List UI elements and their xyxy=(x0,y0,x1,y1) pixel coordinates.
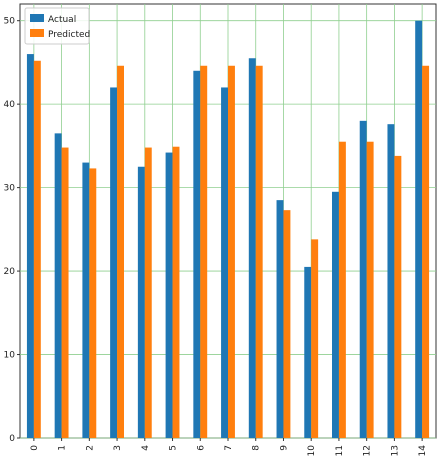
bar-predicted-13 xyxy=(394,155,402,438)
bar-actual-11 xyxy=(332,191,339,438)
legend: Actual Predicted xyxy=(24,7,90,45)
x-tick-label: 5 xyxy=(169,445,179,451)
x-tick-label: 0 xyxy=(30,445,40,451)
x-tick-label: 14 xyxy=(418,445,428,457)
bar-predicted-2 xyxy=(89,168,97,438)
bar-actual-4 xyxy=(137,166,145,438)
bar-actual-7 xyxy=(221,87,228,438)
y-tick-label: 10 xyxy=(4,351,16,361)
bar-actual-10 xyxy=(304,266,312,438)
bar-predicted-0 xyxy=(33,60,41,438)
x-tick-label: 9 xyxy=(279,445,289,451)
legend-label-predicted: Predicted xyxy=(48,30,90,40)
bar-actual-9 xyxy=(276,200,284,438)
legend-swatch-actual xyxy=(30,14,44,22)
bar-actual-2 xyxy=(82,162,90,439)
bar-actual-13 xyxy=(387,124,395,438)
x-tick-label: 2 xyxy=(85,445,95,451)
y-tick-label: 30 xyxy=(4,184,16,194)
bar-predicted-8 xyxy=(255,65,263,438)
x-tick-label: 11 xyxy=(335,445,345,456)
x-tick-label: 13 xyxy=(390,445,400,456)
bar-actual-14 xyxy=(415,20,423,438)
legend-label-actual: Actual xyxy=(48,15,76,25)
x-tick-label: 6 xyxy=(196,445,206,451)
x-tick-label: 8 xyxy=(252,445,262,451)
bars xyxy=(26,20,430,439)
x-tick-label: 10 xyxy=(307,445,317,457)
bar-actual-0 xyxy=(26,54,34,438)
bar-predicted-7 xyxy=(228,65,235,438)
y-tick-label: 0 xyxy=(9,434,15,444)
bar-actual-6 xyxy=(193,70,201,439)
x-tick-label: 7 xyxy=(224,445,234,451)
bar-predicted-3 xyxy=(117,65,124,438)
y-tick-label: 20 xyxy=(4,267,16,277)
bar-predicted-9 xyxy=(283,210,291,438)
bar-predicted-10 xyxy=(311,239,319,438)
y-tick-label: 50 xyxy=(4,17,16,27)
bar-predicted-1 xyxy=(61,147,69,439)
x-tick-label: 12 xyxy=(363,445,373,456)
x-tick-label: 4 xyxy=(141,445,151,451)
bar-actual-8 xyxy=(248,58,256,438)
bar-predicted-5 xyxy=(172,146,180,438)
bar-predicted-4 xyxy=(144,147,152,439)
bar-predicted-11 xyxy=(338,141,346,438)
legend-swatch-predicted xyxy=(30,29,44,37)
x-axis: 0 1 2 3 4 5 6 7 8 9 10 11 12 13 14 xyxy=(30,438,428,456)
bar-actual-1 xyxy=(54,133,62,438)
bar-predicted-14 xyxy=(422,65,430,438)
y-tick-label: 40 xyxy=(4,100,16,110)
bar-actual-3 xyxy=(110,87,118,438)
x-tick-label: 3 xyxy=(113,445,123,451)
x-tick-label: 1 xyxy=(58,445,68,451)
bar-actual-12 xyxy=(359,120,367,438)
bar-actual-5 xyxy=(165,152,173,439)
bar-predicted-12 xyxy=(366,141,374,438)
y-axis: 0 10 20 30 40 50 xyxy=(4,17,20,444)
bar-predicted-6 xyxy=(200,65,208,438)
